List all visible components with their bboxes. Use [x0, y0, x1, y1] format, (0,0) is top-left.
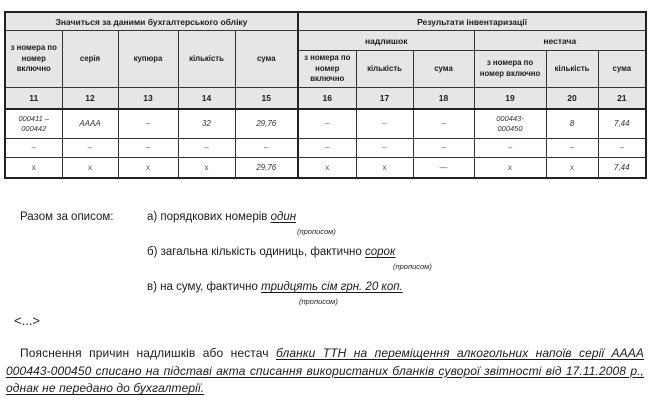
table-cell: – — [597, 137, 647, 158]
table-cell: – — [355, 137, 414, 158]
note-propysom: (прописом) — [299, 297, 338, 306]
column-number: 15 — [234, 86, 299, 110]
column-number: 11 — [4, 86, 63, 110]
totals-item-b-value: сорок — [365, 246, 396, 258]
column-number: 12 — [61, 86, 119, 110]
inventory-table: Значиться за даними бухгалтерського облі… — [4, 11, 648, 179]
table-cell: 32 — [177, 108, 236, 139]
table-cell: – — [412, 108, 475, 139]
group-header-accounting: Значиться за даними бухгалтерського облі… — [4, 11, 299, 31]
subgroup-header-shortage: нестача — [473, 30, 647, 51]
table-cell: – — [117, 108, 179, 139]
totals-item-c-prefix: в) на суму, фактично — [147, 281, 258, 293]
column-number: 18 — [412, 86, 475, 110]
column-header-denomination: купюра — [117, 30, 179, 88]
explanation-paragraph: Пояснення причин надлишків або нестач бл… — [6, 345, 644, 398]
totals-item-a-value: один — [270, 211, 297, 223]
table-cell: – — [61, 137, 119, 158]
table-cell: 7,44 — [597, 156, 647, 179]
omission-mark: <...> — [14, 313, 41, 328]
totals-item-b: б) загальна кількість одиниць, фактично … — [147, 245, 432, 260]
column-header-series: серія — [61, 30, 119, 88]
table-cell: – — [412, 137, 475, 158]
column-number: 16 — [297, 86, 357, 110]
table-cell: х — [117, 156, 179, 179]
totals-item-a: а) порядкових номерів один — [147, 210, 432, 225]
table-cell: х — [355, 156, 414, 179]
column-header-range-accounting: з номера по номер включно — [4, 30, 63, 88]
column-number: 17 — [355, 86, 414, 110]
column-header-quantity-surplus: кількість — [355, 50, 414, 88]
column-number: 19 — [473, 86, 547, 110]
column-number: 13 — [117, 86, 179, 110]
table-cell: 000443- 000450 — [473, 108, 547, 139]
table-cell: — — [412, 156, 475, 179]
table-cell: х — [61, 156, 119, 179]
group-header-inventory: Результати інвентаризації — [297, 11, 647, 31]
table-cell: 29,76 — [234, 108, 299, 139]
column-number: 20 — [545, 86, 599, 110]
column-header-range-shortage: з номера по номер включно — [473, 50, 547, 88]
table-cell: х — [4, 156, 63, 179]
table-cell: х — [545, 156, 599, 179]
column-header-quantity-accounting: кількість — [177, 30, 236, 88]
table-cell: х — [177, 156, 236, 179]
column-header-sum-accounting: сума — [234, 30, 299, 88]
table-cell: – — [297, 137, 357, 158]
table-cell: 29,76 — [234, 156, 299, 179]
explanation-prefix: Пояснення причин надлишків або нестач — [20, 346, 269, 360]
totals-item-a-prefix: а) порядкових номерів — [147, 211, 268, 223]
subgroup-header-surplus: надлишок — [297, 30, 475, 51]
table-cell: 000411 – 000442 — [4, 108, 63, 139]
table-cell: – — [117, 137, 179, 158]
totals-section: а) порядкових номерів один (прописом) б)… — [147, 210, 432, 315]
explanation-value: бланки ТТН на переміщення алкогольних на… — [6, 346, 644, 395]
totals-item-b-prefix: б) загальна кількість одиниць, фактично — [147, 246, 362, 258]
totals-label: Разом за описом: — [20, 211, 114, 223]
totals-item-c: в) на суму, фактично тридцять сім грн. 2… — [147, 280, 432, 295]
table-cell: АААА — [61, 108, 119, 139]
column-header-sum-surplus: сума — [412, 50, 475, 88]
column-header-sum-shortage: сума — [597, 50, 647, 88]
table-cell: х — [473, 156, 547, 179]
table-cell: 7,44 — [597, 108, 647, 139]
column-header-range-surplus: з номера по номер включно — [297, 50, 357, 88]
table-cell: – — [545, 137, 599, 158]
table-cell: – — [4, 137, 63, 158]
table-cell: – — [355, 108, 414, 139]
column-number: 21 — [597, 86, 647, 110]
note-propysom: (прописом) — [297, 227, 336, 236]
table-cell: – — [473, 137, 547, 158]
table-cell: 8 — [545, 108, 599, 139]
table-cell: – — [234, 137, 299, 158]
table-cell: – — [297, 108, 357, 139]
column-number: 14 — [177, 86, 236, 110]
note-propysom: (прописом) — [393, 262, 432, 271]
column-header-quantity-shortage: кількість — [545, 50, 599, 88]
table-cell: – — [177, 137, 236, 158]
table-cell: х — [297, 156, 357, 179]
totals-item-c-value: тридцять сім грн. 20 коп. — [261, 281, 403, 293]
